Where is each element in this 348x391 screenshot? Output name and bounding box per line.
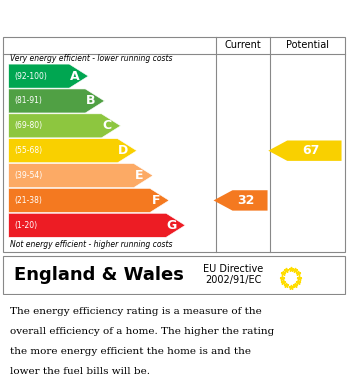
Text: The energy efficiency rating is a measure of the: The energy efficiency rating is a measur… [10, 307, 262, 316]
Text: the more energy efficient the home is and the: the more energy efficient the home is an… [10, 347, 252, 356]
Text: lower the fuel bills will be.: lower the fuel bills will be. [10, 367, 150, 376]
Text: E: E [135, 169, 144, 182]
Text: C: C [103, 119, 112, 132]
Text: England & Wales: England & Wales [14, 265, 184, 284]
Text: F: F [151, 194, 160, 207]
Text: 32: 32 [238, 194, 255, 207]
Text: B: B [86, 95, 96, 108]
Polygon shape [9, 114, 121, 138]
Polygon shape [9, 89, 104, 113]
Text: Very energy efficient - lower running costs: Very energy efficient - lower running co… [10, 54, 173, 63]
Text: Energy Efficiency Rating: Energy Efficiency Rating [10, 10, 231, 25]
Text: (55-68): (55-68) [14, 146, 42, 155]
Text: (39-54): (39-54) [14, 171, 42, 180]
Text: A: A [70, 70, 80, 83]
Text: (1-20): (1-20) [14, 221, 37, 230]
Text: G: G [167, 219, 177, 232]
Text: EU Directive
2002/91/EC: EU Directive 2002/91/EC [203, 264, 263, 285]
Text: (69-80): (69-80) [14, 121, 42, 130]
Text: (21-38): (21-38) [14, 196, 42, 205]
Polygon shape [9, 188, 169, 212]
Text: Current: Current [224, 40, 261, 50]
Text: Not energy efficient - higher running costs: Not energy efficient - higher running co… [10, 240, 173, 249]
Polygon shape [9, 213, 185, 237]
Text: Potential: Potential [286, 40, 329, 50]
Text: overall efficiency of a home. The higher the rating: overall efficiency of a home. The higher… [10, 327, 275, 336]
Text: (81-91): (81-91) [14, 97, 42, 106]
Polygon shape [268, 140, 341, 161]
Polygon shape [9, 139, 137, 163]
Polygon shape [214, 190, 268, 211]
Text: (92-100): (92-100) [14, 72, 47, 81]
Polygon shape [9, 64, 88, 88]
Text: D: D [118, 144, 128, 157]
Text: 67: 67 [302, 144, 319, 157]
Polygon shape [9, 163, 153, 188]
